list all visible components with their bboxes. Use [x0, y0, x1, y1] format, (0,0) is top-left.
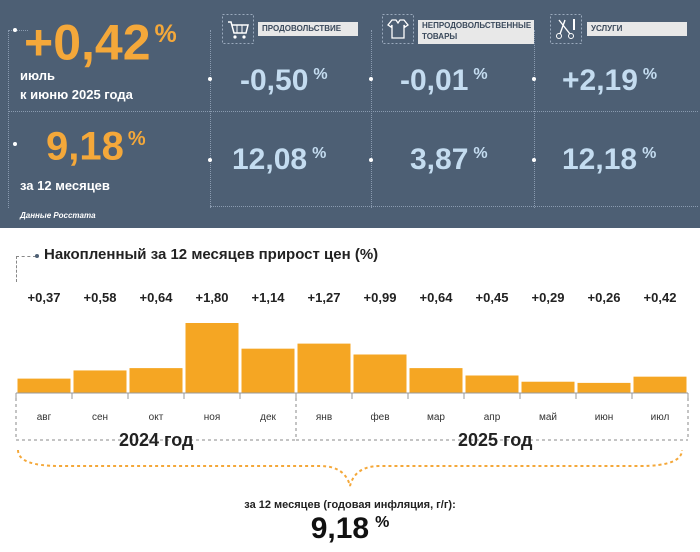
grid-line-col3 — [534, 30, 535, 208]
nonfood-annual-text: 3,87 — [410, 143, 469, 176]
food-annual-value: 12,08% — [232, 143, 326, 177]
value-label: +1,27 — [308, 290, 341, 305]
value-label: +0,29 — [532, 290, 565, 305]
title-bracket-left — [16, 256, 17, 282]
category-nonfood-label: НЕПРОДОВОЛЬСТВЕННЫЕ ТОВАРЫ — [418, 20, 534, 44]
monthly-label-2: к июню 2025 года — [20, 87, 133, 102]
bar-июн — [577, 382, 631, 393]
summary-label: за 12 месяцев (годовая инфляция, г/г): — [244, 499, 456, 511]
nonfood-annual-value: 3,87% — [410, 143, 488, 177]
shopping-cart-icon — [222, 14, 254, 44]
tick-label: дек — [260, 412, 276, 423]
tick-label: май — [539, 412, 557, 423]
summary-panel: +0,42% июль к июню 2025 года 9,18% за 12… — [0, 0, 700, 228]
grid-dot — [208, 158, 212, 162]
bar-авг — [17, 378, 71, 393]
scissors-comb-icon — [550, 14, 582, 44]
value-label: +0,37 — [28, 290, 61, 305]
year-bracket-0 — [15, 398, 296, 441]
grid-dot — [13, 28, 17, 32]
services-monthly-unit: % — [642, 66, 658, 83]
annual-change-value: 9,18% — [46, 114, 146, 171]
source-note: Данные Росстата — [20, 211, 96, 220]
grid-line-bottom — [210, 206, 698, 207]
tick-label: мар — [427, 412, 445, 423]
bar-окт — [129, 368, 183, 393]
food-monthly-text: -0,50 — [240, 64, 309, 97]
tick-label: окт — [149, 412, 164, 423]
food-monthly-value: -0,50% — [240, 64, 328, 98]
value-label: +0,64 — [140, 290, 174, 305]
tick-label: ноя — [204, 412, 221, 423]
chart-title: Накопленный за 12 месяцев прирост цен (%… — [44, 246, 379, 263]
summary-unit: % — [375, 514, 390, 531]
grid-line-left — [8, 30, 9, 208]
grid-line-top — [8, 30, 28, 31]
value-label: +1,14 — [252, 290, 286, 305]
grid-line-col2 — [371, 30, 372, 208]
bar-сен — [73, 370, 127, 393]
value-label: +0,64 — [420, 290, 454, 305]
title-bracket-top — [16, 256, 36, 257]
nonfood-monthly-unit: % — [473, 66, 488, 83]
nonfood-annual-unit: % — [473, 145, 488, 162]
services-monthly-text: +2,19 — [562, 64, 638, 97]
tick-label: апр — [484, 412, 501, 423]
value-label: +0,26 — [588, 290, 621, 305]
food-monthly-unit: % — [313, 66, 328, 83]
bar-янв — [297, 343, 351, 393]
services-monthly-value: +2,19% — [562, 64, 657, 98]
food-annual-text: 12,08 — [232, 143, 308, 176]
total-brace — [17, 449, 683, 487]
monthly-unit: % — [154, 20, 177, 48]
value-label: +0,42 — [644, 290, 677, 305]
year-label-2025: 2025 год — [458, 430, 533, 450]
services-annual-value: 12,18% — [562, 143, 656, 177]
tick-label: авг — [37, 412, 52, 423]
food-annual-unit: % — [312, 145, 327, 162]
monthly-change-value: +0,42% — [24, 4, 177, 73]
bar-май — [521, 381, 575, 393]
category-food-label: ПРОДОВОЛЬСТВИЕ — [258, 22, 358, 36]
tick-label: фев — [370, 411, 389, 423]
services-annual-unit: % — [642, 145, 657, 162]
value-label: +0,58 — [84, 290, 117, 305]
value-label: +0,45 — [476, 290, 509, 305]
value-label: +1,80 — [196, 290, 229, 305]
bar-ноя — [185, 323, 239, 393]
annual-unit: % — [127, 128, 146, 150]
year-label-2024: 2024 год — [119, 430, 194, 450]
category-services-label: УСЛУГИ — [587, 22, 687, 36]
monthly-label-1: июль — [20, 68, 56, 83]
monthly-value-text: +0,42 — [24, 14, 151, 71]
bar-chart: +0,37 авг +0,58 сен +0,64 окт +1,80 ноя +1,14 дек… — [15, 290, 689, 441]
title-dot — [35, 254, 39, 258]
annual-label: за 12 месяцев — [20, 178, 110, 193]
summary-value: 9,18% — [0, 512, 700, 546]
tick-label: июл — [651, 412, 670, 423]
grid-dot — [369, 158, 373, 162]
annual-value-text: 9,18 — [46, 124, 124, 169]
grid-dot — [13, 142, 17, 146]
grid-dot — [532, 158, 536, 162]
clothing-icon — [382, 14, 414, 44]
tick-label: июн — [595, 412, 614, 423]
grid-dot — [369, 77, 373, 81]
grid-dot — [532, 77, 536, 81]
bar-мар — [409, 368, 463, 393]
bar-июл — [633, 376, 687, 393]
bar-дек — [241, 348, 295, 393]
grid-line-mid — [8, 111, 698, 112]
nonfood-monthly-value: -0,01% — [400, 64, 488, 98]
services-annual-text: 12,18 — [562, 143, 638, 176]
tick-label: сен — [92, 412, 108, 423]
grid-line-col1 — [210, 30, 211, 208]
summary-value-text: 9,18 — [310, 512, 370, 545]
bar-фев — [353, 354, 407, 393]
value-label: +0,99 — [364, 290, 397, 305]
tick-label: янв — [316, 412, 332, 423]
grid-dot — [208, 77, 212, 81]
nonfood-monthly-text: -0,01 — [400, 64, 469, 97]
bar-апр — [465, 375, 519, 393]
